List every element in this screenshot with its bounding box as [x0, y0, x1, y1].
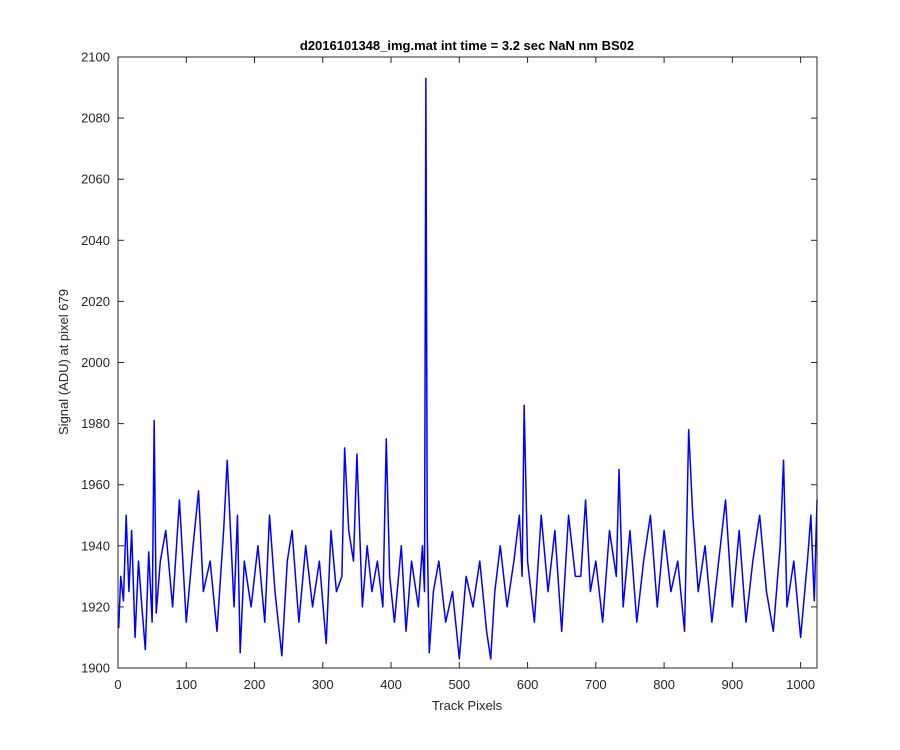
- x-tick-label: 100: [175, 677, 197, 692]
- x-axis-label: Track Pixels: [432, 698, 503, 713]
- chart-title: d2016101348_img.mat int time = 3.2 sec N…: [300, 38, 634, 53]
- x-tick-label: 900: [722, 677, 744, 692]
- y-tick-label: 2080: [81, 111, 110, 126]
- x-tick-label: 700: [585, 677, 607, 692]
- series-line-0: [117, 77, 818, 660]
- x-tick-label: 200: [244, 677, 266, 692]
- y-tick-label: 1920: [81, 599, 110, 614]
- y-tick-label: 2040: [81, 233, 110, 248]
- y-tick-label: 1900: [81, 661, 110, 676]
- plot-frame: [117, 56, 818, 669]
- y-tick-label: 2100: [81, 50, 110, 65]
- axis-layer: 0 100 200 300 400 500 600 700 800 900 1000 1900 1920…: [81, 50, 817, 692]
- x-tick-label: 600: [517, 677, 539, 692]
- plot-area: [118, 57, 817, 668]
- x-tick-label: 1000: [786, 677, 815, 692]
- y-tick-label: 1960: [81, 477, 110, 492]
- y-tick-label: 2000: [81, 355, 110, 370]
- x-tick-label: 500: [448, 677, 470, 692]
- y-tick-label: 2060: [81, 172, 110, 187]
- y-tick-label: 1980: [81, 416, 110, 431]
- data-layer: [117, 77, 818, 660]
- y-tick-label: 1940: [81, 538, 110, 553]
- y-axis-label: Signal (ADU) at pixel 679: [56, 289, 71, 435]
- y-tick-label: 2020: [81, 294, 110, 309]
- x-tick-label: 800: [653, 677, 675, 692]
- x-tick-label: 300: [312, 677, 334, 692]
- x-tick-label: 0: [114, 677, 121, 692]
- x-tick-label: 400: [380, 677, 402, 692]
